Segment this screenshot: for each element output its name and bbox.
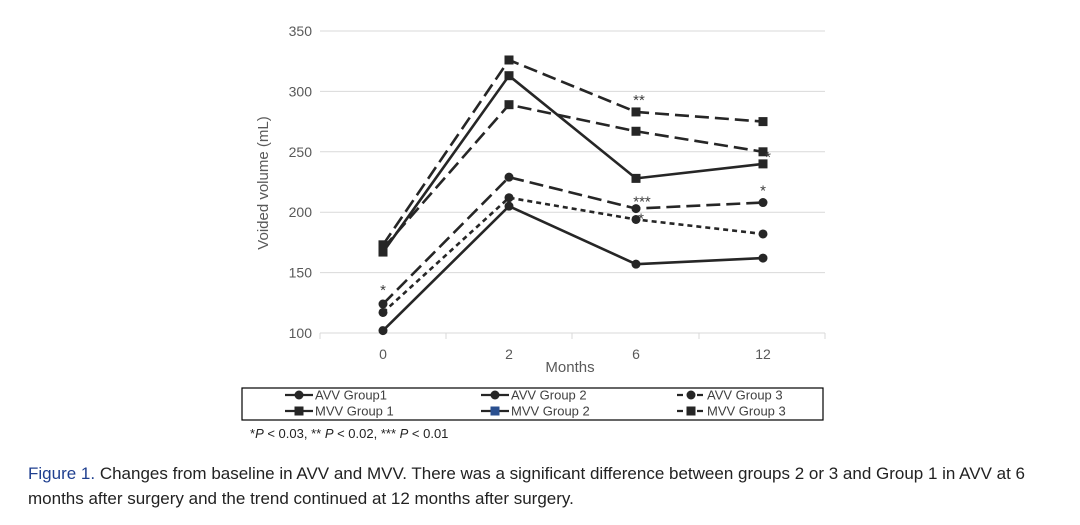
data-point [504,71,514,81]
y-axis-title: Voided volume (mL) [255,116,272,249]
data-point [758,253,768,263]
legend-marker [490,390,500,400]
figure-caption: Figure 1. Changes from baseline in AVV a… [28,461,1058,511]
caption-text: Changes from baseline in AVV and MVV. Th… [28,464,1025,508]
footnote-star-1: * [250,426,256,441]
significance-mark: * [638,210,644,227]
legend-box [241,387,824,421]
x-axis-title: Months [545,359,594,376]
data-point [378,240,388,250]
series-avv-group-3 [378,172,768,309]
data-point [378,307,388,317]
significance-mark: ** [633,92,645,109]
legend-item: MVV Group 2 [481,404,590,419]
legend-label: MVV Group 3 [707,404,786,419]
footnote-p-1: P [255,426,264,441]
legend-marker [490,406,500,416]
data-point [631,173,641,183]
legend-item: AVV Group 3 [677,388,783,403]
y-tick-label: 350 [289,23,313,39]
footnote-star-3: *** [380,426,400,441]
data-point [758,159,768,169]
legend-label: AVV Group1 [315,388,387,403]
significance-mark: * [765,149,771,166]
footnote-threshold-1: < 0.03, [263,426,312,441]
data-point [758,229,768,239]
grid-lines [319,30,826,339]
series-line [382,196,764,314]
footnote-p-2: P [324,426,334,441]
footnote-threshold-2: < 0.02, [333,426,381,441]
legend-item: MVV Group 1 [285,404,394,419]
x-tick-label: 2 [505,346,513,362]
data-point [504,100,514,110]
legend-item: MVV Group 3 [677,404,786,419]
footnote-threshold-3: < 0.01 [408,426,449,441]
legend-marker [294,406,304,416]
y-tick-label: 250 [289,144,313,160]
data-point [631,259,641,269]
y-tick-label: 150 [289,265,313,281]
x-tick-label: 12 [755,346,771,362]
series-line [382,204,764,332]
caption-label: Figure 1. [28,464,96,483]
legend-label: AVV Group 2 [511,388,587,403]
series-avv-group1 [378,201,768,336]
data-point [758,147,768,157]
legend-marker [294,390,304,400]
footnote-p-3: P [399,426,409,441]
data-point [504,55,514,65]
series-line [382,103,764,250]
legend-item: AVV Group1 [285,388,387,403]
legend-label: MVV Group 1 [315,404,394,419]
data-point [504,193,514,203]
data-point [631,204,641,214]
legend-label: AVV Group 3 [707,388,783,403]
tick-labels: 100 150 200 250 300 350 0 2 6 12 [289,23,771,362]
significance-mark: * [760,183,766,200]
legend-label: MVV Group 2 [511,404,590,419]
y-tick-label: 300 [289,83,313,99]
footnote-star-2: ** [311,426,325,441]
data-point [378,326,388,336]
y-tick-label: 100 [289,325,313,341]
series-line [381,74,764,253]
significance-annotations: ********* [380,92,771,299]
data-point [631,214,641,224]
legend-marker [686,390,696,400]
series-lines [378,55,768,336]
data-point [758,117,768,127]
series-line [382,175,764,305]
series-mvv-group-3 [378,55,768,250]
legend-item: AVV Group 2 [481,388,587,403]
data-point [504,201,514,211]
series-avv-group-2 [378,193,768,317]
series-line [381,58,764,246]
legend-marker [686,406,696,416]
data-point [378,299,388,309]
y-tick-label: 200 [289,204,313,220]
x-tick-label: 0 [379,346,387,362]
data-point [631,107,641,117]
data-point [631,126,641,136]
significance-footnote: *P < 0.03, ** P < 0.02, *** P < 0.01 [250,426,448,441]
significance-mark: * [380,282,386,299]
significance-mark: *** [633,194,651,211]
x-tick-label: 6 [632,346,640,362]
data-point [758,198,768,208]
data-point [504,172,514,182]
